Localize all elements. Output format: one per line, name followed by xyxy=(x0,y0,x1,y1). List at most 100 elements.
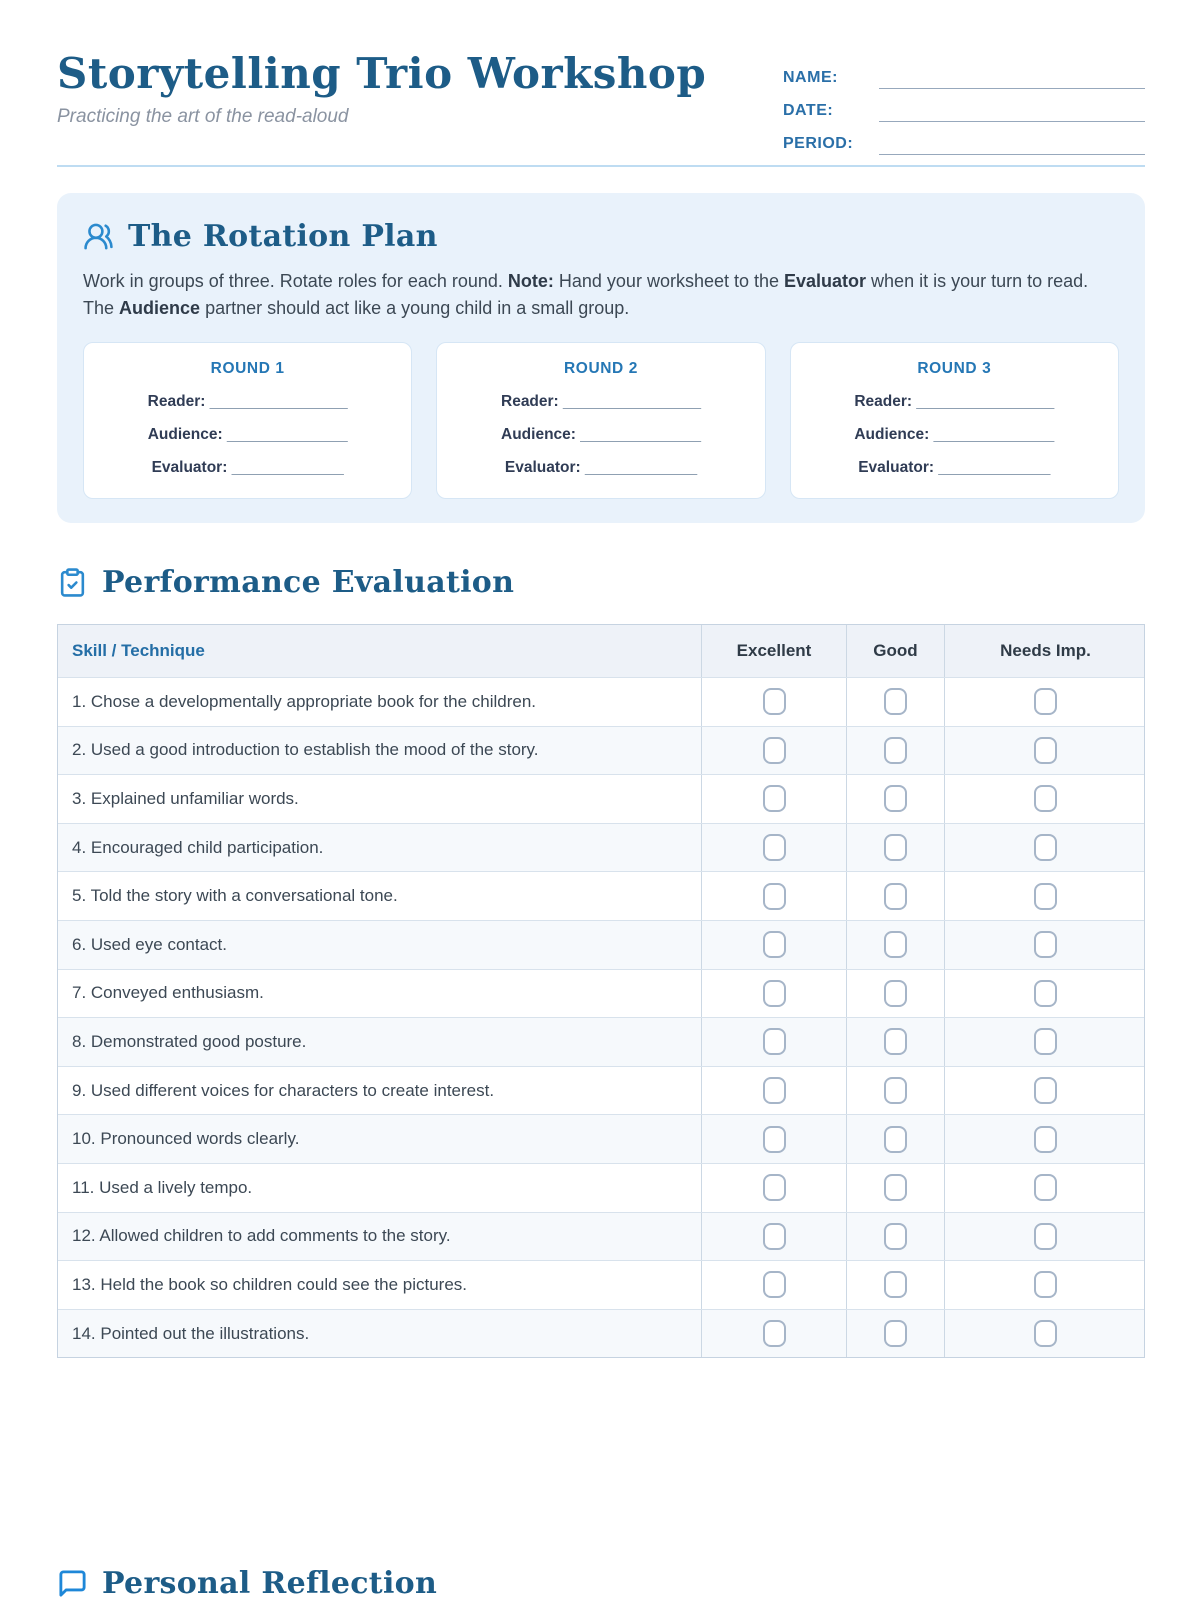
table-row: 3. Explained unfamiliar words. xyxy=(58,774,1144,823)
checkbox-excellent[interactable] xyxy=(762,1077,786,1105)
evaluator-blank[interactable]: _____________ xyxy=(938,459,1051,476)
table-row: 7. Conveyed enthusiasm. xyxy=(58,968,1144,1018)
checkbox-good[interactable] xyxy=(884,979,907,1007)
date-field-row: DATE: xyxy=(783,89,1145,122)
table-row: 9. Used different voices for characters … xyxy=(58,1065,1144,1115)
round-2-card: ROUND 2 Reader: ________________ Audienc… xyxy=(436,342,766,499)
skill-cell: 12. Allowed children to add comments to … xyxy=(72,1226,451,1246)
message-square-icon xyxy=(57,1568,88,1599)
checkbox-excellent[interactable] xyxy=(762,979,786,1007)
rotation-plan-section: The Rotation Plan Work in groups of thre… xyxy=(57,193,1145,523)
table-row: 13. Held the book so children could see … xyxy=(58,1260,1144,1309)
checkbox-needs-imp[interactable] xyxy=(1034,1028,1057,1056)
good-column-header: Good xyxy=(846,625,944,677)
rotation-plan-title: The Rotation Plan xyxy=(128,219,438,254)
checkbox-needs-imp[interactable] xyxy=(1034,688,1057,716)
name-input-line[interactable] xyxy=(879,65,1145,89)
table-row: 2. Used a good introduction to establish… xyxy=(58,725,1144,775)
checkbox-excellent[interactable] xyxy=(762,1222,786,1250)
checkbox-excellent[interactable] xyxy=(762,785,786,813)
reader-blank[interactable]: ________________ xyxy=(563,393,701,410)
evaluator-blank[interactable]: _____________ xyxy=(231,459,344,476)
needs-imp-column-header: Needs Imp. xyxy=(944,625,1146,677)
audience-blank[interactable]: ______________ xyxy=(226,426,348,443)
checkbox-needs-imp[interactable] xyxy=(1034,1222,1057,1250)
checkbox-needs-imp[interactable] xyxy=(1034,882,1057,910)
checkbox-needs-imp[interactable] xyxy=(1034,1271,1057,1299)
checkbox-good[interactable] xyxy=(884,785,907,813)
checkbox-excellent[interactable] xyxy=(762,834,786,862)
table-row: 11. Used a lively tempo. xyxy=(58,1162,1144,1212)
checkbox-excellent[interactable] xyxy=(762,688,786,716)
period-input-line[interactable] xyxy=(879,131,1145,155)
checkbox-good[interactable] xyxy=(884,931,907,959)
table-header-row: Skill / Technique Excellent Good Needs I… xyxy=(58,625,1144,677)
skill-cell: 13. Held the book so children could see … xyxy=(72,1274,468,1294)
checkbox-good[interactable] xyxy=(884,1028,907,1056)
checkbox-good[interactable] xyxy=(884,834,907,862)
reader-blank[interactable]: ________________ xyxy=(916,393,1055,410)
checkbox-excellent[interactable] xyxy=(762,931,786,959)
checkbox-good[interactable] xyxy=(884,688,907,716)
checkbox-needs-imp[interactable] xyxy=(1034,1320,1057,1348)
performance-evaluation-heading: Performance Evaluation xyxy=(57,565,1145,600)
checkbox-needs-imp[interactable] xyxy=(1034,1125,1057,1153)
round-2-evaluator-line: Evaluator: _____________ xyxy=(504,459,698,476)
audience-blank[interactable]: ______________ xyxy=(933,426,1055,443)
title-block: Storytelling Trio Workshop Practicing th… xyxy=(57,50,706,155)
checkbox-good[interactable] xyxy=(884,1174,907,1202)
table-row: 12. Allowed children to add comments to … xyxy=(58,1211,1144,1261)
checkbox-needs-imp[interactable] xyxy=(1034,1174,1057,1202)
skill-cell: 8. Demonstrated good posture. xyxy=(72,1031,307,1051)
table-row: 8. Demonstrated good posture. xyxy=(58,1017,1144,1066)
skill-cell: 14. Pointed out the illustrations. xyxy=(72,1323,310,1343)
round-2-title: ROUND 2 xyxy=(564,360,638,377)
audience-blank[interactable]: ______________ xyxy=(580,426,701,443)
evaluation-table: Skill / Technique Excellent Good Needs I… xyxy=(57,624,1145,1359)
audience-word: Audience xyxy=(119,298,201,318)
checkbox-needs-imp[interactable] xyxy=(1034,785,1057,813)
checkbox-needs-imp[interactable] xyxy=(1034,931,1057,959)
checkbox-needs-imp[interactable] xyxy=(1034,834,1057,862)
checkbox-excellent[interactable] xyxy=(762,736,786,764)
student-info-fields: NAME: DATE: PERIOD: xyxy=(783,56,1145,155)
checkbox-good[interactable] xyxy=(884,1077,907,1105)
table-row: 4. Encouraged child participation. xyxy=(58,822,1144,872)
checkbox-needs-imp[interactable] xyxy=(1034,1077,1057,1105)
checkbox-good[interactable] xyxy=(884,1320,907,1348)
rotation-plan-heading: The Rotation Plan xyxy=(83,219,1119,254)
checkbox-excellent[interactable] xyxy=(762,1125,786,1153)
table-row: 14. Pointed out the illustrations. xyxy=(58,1308,1144,1358)
checkbox-needs-imp[interactable] xyxy=(1034,736,1057,764)
checkbox-excellent[interactable] xyxy=(762,1174,786,1202)
round-cards: ROUND 1 Reader: ________________ Audienc… xyxy=(83,342,1119,499)
skill-cell: 1. Chose a developmentally appropriate b… xyxy=(72,691,537,711)
checkbox-good[interactable] xyxy=(884,882,907,910)
table-row: 6. Used eye contact. xyxy=(58,919,1144,969)
evaluator-blank[interactable]: _____________ xyxy=(585,459,698,476)
round-3-audience-line: Audience: ______________ xyxy=(854,426,1055,443)
note-label: Note: xyxy=(507,271,554,291)
page-header: Storytelling Trio Workshop Practicing th… xyxy=(57,50,1145,155)
checkbox-excellent[interactable] xyxy=(762,1320,786,1348)
round-3-card: ROUND 3 Reader: ________________ Audienc… xyxy=(789,342,1119,499)
round-3-title: ROUND 3 xyxy=(917,360,992,377)
personal-reflection-heading: Personal Reflection xyxy=(57,1566,437,1600)
reader-blank[interactable]: ________________ xyxy=(209,393,348,410)
checkbox-good[interactable] xyxy=(884,1125,907,1153)
period-label: PERIOD: xyxy=(783,135,854,152)
skill-cell: 3. Explained unfamiliar words. xyxy=(72,788,299,808)
checkbox-good[interactable] xyxy=(884,1222,907,1250)
checkbox-excellent[interactable] xyxy=(762,882,786,910)
checkbox-good[interactable] xyxy=(884,736,907,764)
name-field-row: NAME: xyxy=(783,56,1145,89)
checkbox-good[interactable] xyxy=(884,1271,907,1299)
page-title: Storytelling Trio Workshop xyxy=(57,49,707,98)
date-input-line[interactable] xyxy=(879,98,1145,122)
checkbox-needs-imp[interactable] xyxy=(1034,979,1057,1007)
table-row: 10. Pronounced words clearly. xyxy=(58,1114,1144,1163)
checkbox-excellent[interactable] xyxy=(762,1028,786,1056)
checkbox-excellent[interactable] xyxy=(762,1271,786,1299)
round-2-audience-line: Audience: ______________ xyxy=(501,426,701,443)
